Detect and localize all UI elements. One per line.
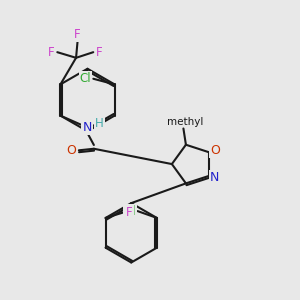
- Text: methyl: methyl: [167, 117, 203, 127]
- Text: N: N: [82, 121, 92, 134]
- Text: N: N: [210, 171, 220, 184]
- Text: Cl: Cl: [80, 72, 91, 85]
- Text: F: F: [48, 46, 54, 59]
- Text: F: F: [96, 46, 103, 59]
- Text: F: F: [74, 28, 81, 41]
- Text: H: H: [95, 117, 104, 130]
- Text: Cl: Cl: [124, 205, 136, 218]
- Text: O: O: [66, 144, 76, 157]
- Text: O: O: [210, 144, 220, 157]
- Text: F: F: [126, 206, 133, 219]
